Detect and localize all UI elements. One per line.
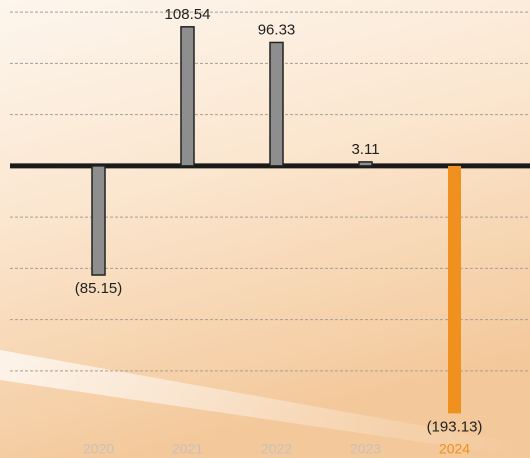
bar [91,165,106,276]
x-tick-label: 2023 [350,441,381,457]
background-highlight [0,350,530,458]
bar [180,26,195,167]
bar [358,161,373,167]
value-label: 3.11 [351,141,379,158]
bar [269,41,284,167]
x-tick-label: 2020 [83,441,114,457]
x-tick-label: 2021 [172,441,203,457]
value-label: 96.33 [258,21,296,38]
value-label: (193.13) [427,418,483,435]
x-tick-label: 2022 [261,441,292,457]
x-tick-label: 2024 [439,441,470,457]
bar [448,165,461,414]
value-label: (85.15) [75,280,123,297]
value-label: 108.54 [165,6,211,23]
